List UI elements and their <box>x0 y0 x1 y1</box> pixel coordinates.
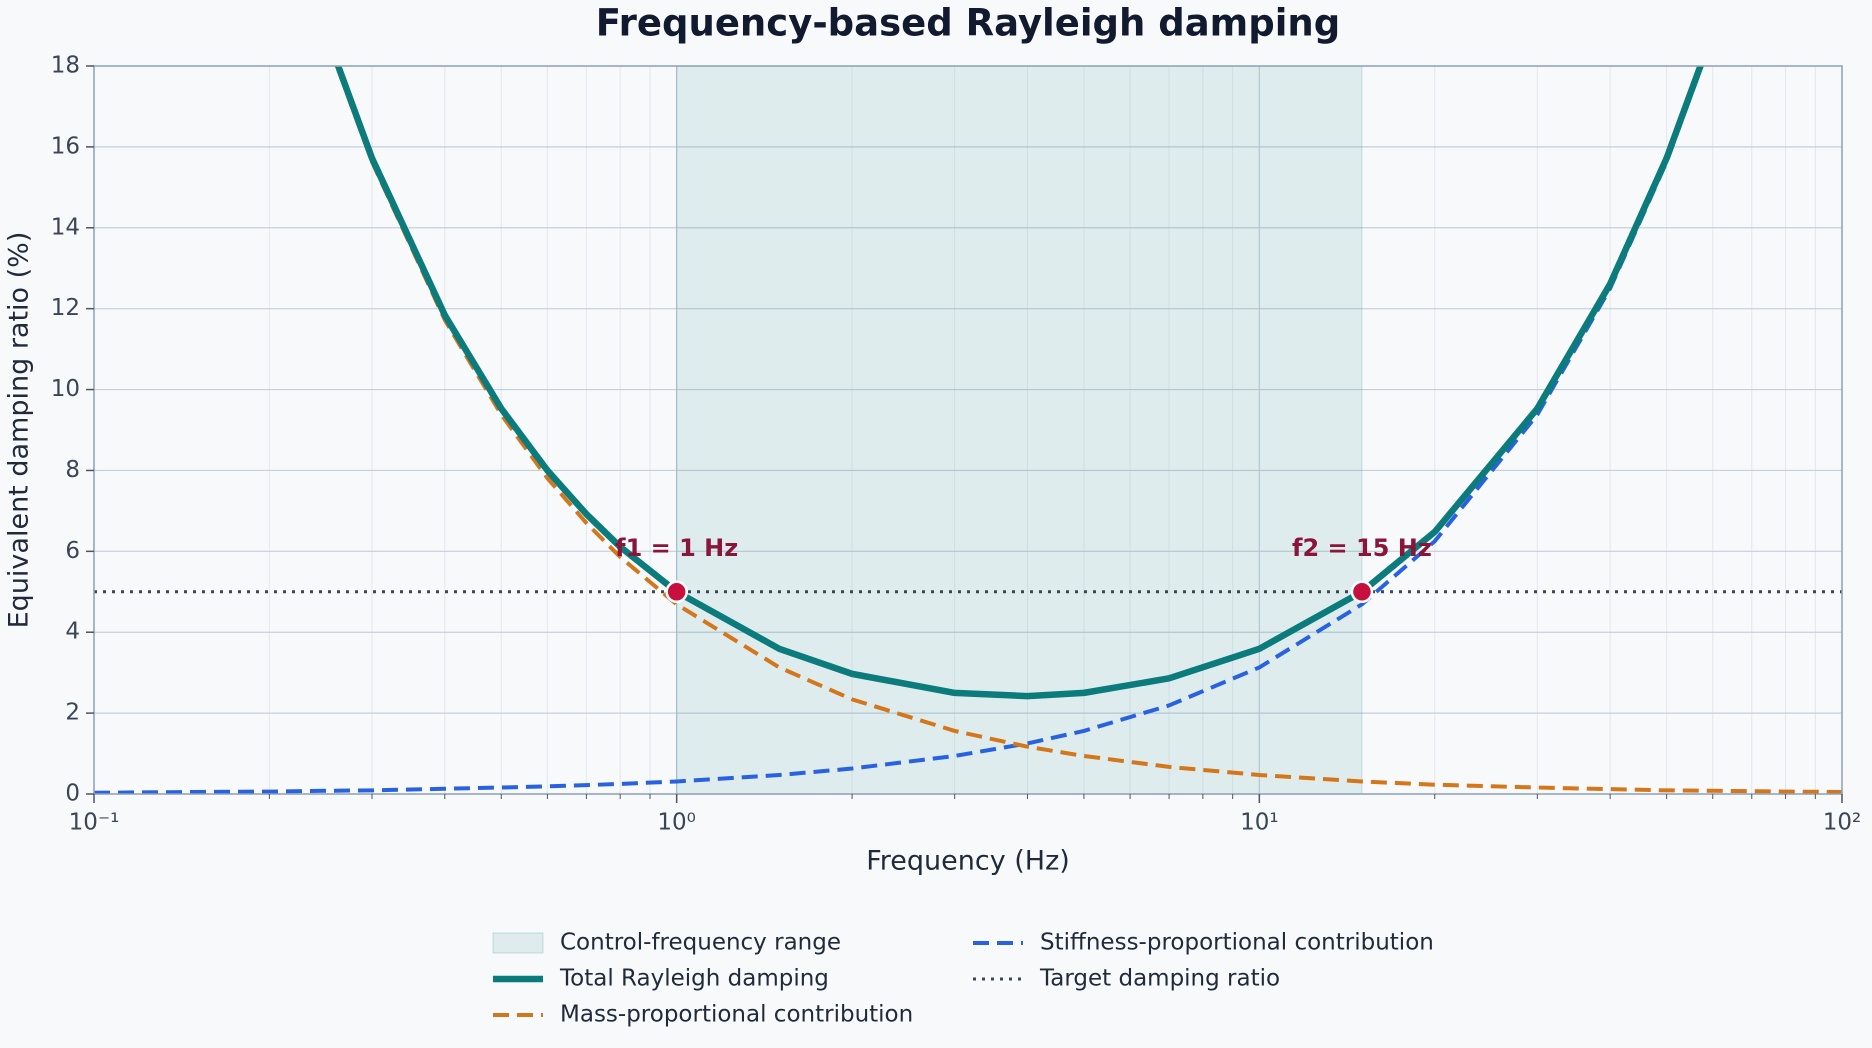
plot <box>94 66 1842 794</box>
axes: 10⁻¹ 10⁰ 10¹ 10² 0 2 4 6 8 10 12 14 16 18 <box>51 53 1862 836</box>
legend-label: Total Rayleigh damping <box>559 966 829 992</box>
anchor-point <box>665 580 688 604</box>
y-tick-label: 8 <box>65 457 80 483</box>
anchor-label: f2 = 15 Hz <box>1292 534 1432 562</box>
plot-frame <box>93 65 1843 795</box>
series-line <box>334 66 1704 700</box>
y-axis-label: Equivalent damping ratio (%) <box>4 232 35 629</box>
legend: Control-frequency range Total Rayleigh da… <box>492 930 1434 1028</box>
y-tick-label: 10 <box>51 376 80 402</box>
x-tick-label: 10¹ <box>1240 810 1279 836</box>
y-tick-label: 4 <box>65 619 80 645</box>
x-axis-label: Frequency (Hz) <box>866 846 1070 877</box>
legend-label: Stiffness-proportional contribution <box>1040 930 1434 956</box>
control-range <box>676 66 1363 794</box>
y-tick-label: 2 <box>65 700 80 726</box>
x-tick-label: 10⁻¹ <box>69 810 120 836</box>
x-tick-label: 10⁰ <box>657 810 696 836</box>
y-tick-label: 6 <box>65 538 80 564</box>
anchor-label: f1 = 1 Hz <box>615 534 738 562</box>
legend-label: Mass-proportional contribution <box>560 1002 913 1028</box>
x-tick-label: 10² <box>1823 810 1862 836</box>
legend-label: Target damping ratio <box>1039 966 1280 992</box>
legend-label: Control-frequency range <box>560 930 841 956</box>
y-tick-label: 14 <box>51 214 80 240</box>
y-tick-label: 16 <box>51 133 80 159</box>
chart-title: Frequency-based Rayleigh damping <box>596 2 1340 45</box>
anchor-point <box>1350 580 1374 604</box>
y-tick-label: 12 <box>51 295 80 321</box>
y-tick-label: 18 <box>51 53 80 79</box>
legend-swatch <box>492 932 544 954</box>
series-line <box>94 66 1704 794</box>
y-tick-label: 0 <box>65 781 80 807</box>
